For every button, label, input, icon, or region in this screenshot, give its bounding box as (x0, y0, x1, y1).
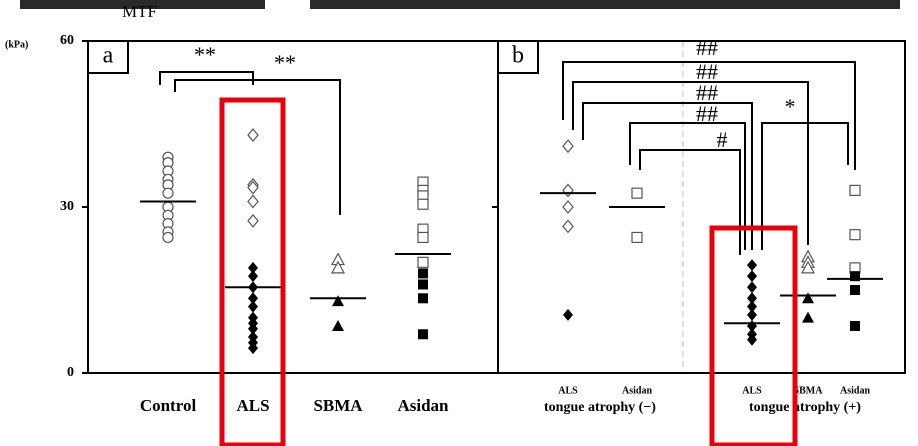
y-tick-label: 0 (67, 365, 74, 380)
x-tick-label: SBMA (794, 385, 824, 396)
point (248, 195, 258, 207)
point (563, 201, 573, 213)
significance-label: ## (696, 35, 718, 60)
point (163, 232, 173, 242)
x-tick-label: Asidan (622, 385, 652, 396)
panel-frame (88, 41, 498, 373)
point (248, 270, 258, 282)
x-tick-label: SBMA (313, 396, 363, 415)
point (850, 185, 860, 195)
significance-label: ** (194, 42, 216, 67)
point (248, 129, 258, 141)
x-tick-label: ALS (236, 396, 269, 415)
point (418, 293, 428, 303)
point (850, 230, 860, 240)
point (563, 220, 573, 232)
point (418, 232, 428, 242)
significance-label: * (785, 94, 796, 119)
significance-label: ** (274, 50, 296, 75)
significance-bracket (630, 123, 745, 250)
significance-label: # (717, 127, 728, 152)
point (802, 292, 814, 303)
point (418, 257, 428, 267)
y-tick-label: 30 (60, 199, 74, 214)
group-label: tongue atrophy (−) (544, 400, 656, 415)
point (418, 268, 428, 278)
point (850, 321, 860, 331)
x-tick-label: ALS (558, 385, 578, 396)
point (802, 312, 814, 323)
significance-bracket (762, 123, 848, 250)
significance-bracket (160, 72, 253, 85)
point (850, 285, 860, 295)
point (563, 184, 573, 196)
significance-bracket (640, 150, 740, 255)
point (563, 140, 573, 152)
significance-bracket (573, 82, 808, 245)
x-tick-label: Control (140, 396, 197, 415)
point (248, 215, 258, 227)
point (163, 188, 173, 198)
point (563, 309, 573, 321)
image-strip (310, 0, 900, 9)
panel-label: b (512, 43, 524, 69)
x-tick-label: ALS (742, 385, 762, 396)
title: MTF (122, 2, 157, 21)
point (747, 309, 757, 321)
y-tick-label: 60 (60, 33, 74, 48)
point (747, 259, 757, 271)
x-tick-label: Asidan (840, 385, 870, 396)
point (632, 232, 642, 242)
x-tick-label: Asidan (397, 396, 449, 415)
point (248, 301, 258, 313)
group-label: tongue atrophy (+) (749, 400, 861, 415)
point (632, 188, 642, 198)
point (418, 199, 428, 209)
point (332, 295, 344, 306)
panel-label: a (103, 43, 114, 69)
significance-label: ## (696, 101, 718, 126)
figure: MTF (kPa) a03060ControlALSSBMAAsidan****… (0, 0, 918, 446)
point (332, 320, 344, 331)
point (747, 270, 757, 282)
y-unit: (kPa) (5, 39, 28, 50)
point (747, 281, 757, 293)
point (418, 279, 428, 289)
point (418, 329, 428, 339)
